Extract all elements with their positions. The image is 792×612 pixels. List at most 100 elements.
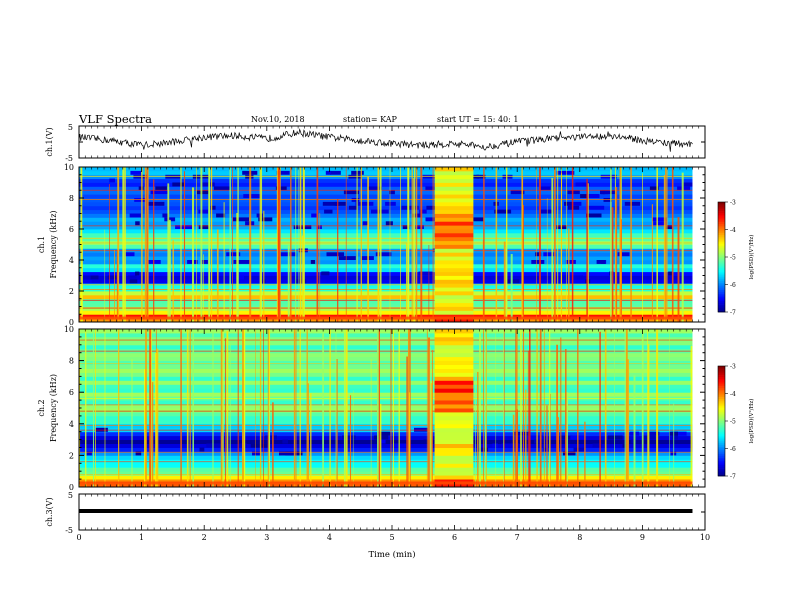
spectrogram-noise [602,190,616,195]
spectrogram-band [79,400,693,405]
y-tick-label: -5 [65,526,73,535]
ch2-spectrogram [78,329,705,488]
spectrogram-noise [130,170,141,175]
spectrogram-noise [568,205,580,210]
colorbar-tick-label: -3 [730,364,736,371]
burst-band [434,388,474,393]
colorbar-segment [718,406,725,409]
spectrogram-noise [86,451,92,456]
y-tick-label: 4 [69,420,74,429]
colorbar-segment [718,246,725,249]
spectrogram-band [79,221,693,226]
spectrogram-noise [135,451,142,456]
low-frequency-stripe [79,316,693,320]
spectrogram-noise [293,225,312,229]
colorbar-segment [718,306,725,309]
spectrogram-band [79,178,693,183]
colorbar-segment [718,408,725,411]
spectrogram-band [79,380,693,385]
burst-band [434,356,474,361]
colorbar-tick-label: -5 [730,255,736,262]
y-tick-label: 6 [69,225,74,234]
colorbar-segment [718,293,725,296]
colorbar-segment [718,222,725,225]
spectrogram-noise [252,451,261,456]
spectrogram-noise [426,205,439,210]
ch1-waveform-line [78,128,693,152]
colorbar-segment [718,391,725,394]
colorbar-segment [718,213,725,216]
spectrogram-noise [198,209,208,214]
colorbar-segment [718,384,725,387]
spectrogram-band [79,279,693,284]
colorbar: -3 -4 -5 -6 -7 log(PSD)(V²/Hz) [717,200,755,317]
colorbar-segment [718,244,725,247]
burst-band [434,217,474,222]
ch1-ylabel: ch.1(V) [45,127,54,156]
spectrogram-band [79,352,693,358]
spectrogram-noise [258,217,273,222]
spectrogram-noise [138,186,144,191]
spectrogram-band [79,372,693,377]
spectrogram-band [79,186,693,191]
colorbar-segment [718,465,725,468]
burst-band [434,194,474,199]
spectrogram-noise [592,443,602,448]
spectrogram-noise [385,201,396,206]
colorbar-segment [718,286,725,289]
burst-band [434,170,474,176]
burst-band [434,431,474,437]
spectrogram-noise [415,225,424,229]
burst-band [434,352,474,358]
burst-band [434,221,474,226]
y-tick-label: 2 [69,451,74,460]
spectrogram-noise [172,182,185,187]
colorbar-segment [718,280,725,283]
y-tick-label: 6 [69,388,74,397]
spectrogram-band [79,475,693,480]
spectrogram-band [79,213,693,218]
spectrogram-band [79,368,693,373]
colorbar-segment [718,459,725,462]
spectrogram-band [79,244,693,249]
spectrogram-noise [165,174,182,179]
burst-band [434,443,474,448]
spectrogram-noise [133,174,149,179]
spectrogram-noise [543,252,556,257]
colorbar-segment [718,426,725,429]
spectrogram-noise [343,190,360,195]
burst-band [434,419,474,425]
colorbar-segment [718,288,725,291]
burst-band [434,260,474,265]
spectrogram-band [79,198,693,203]
spectrogram-noise [226,252,241,257]
spectrogram-band [79,256,693,261]
spectrogram-noise [162,213,169,218]
burst-band [434,271,474,276]
burst-band [434,178,474,183]
x-ticks [78,126,706,158]
spectrogram-band [79,451,693,456]
burst-band [434,229,474,234]
spectrogram-noise [653,221,667,226]
colorbar-segment [718,304,725,307]
colorbar-segment [718,209,725,212]
spectrogram-noise [476,174,486,179]
burst-band [434,182,474,187]
spectrogram-noise [90,275,99,280]
colorbar-segment [718,428,725,431]
burst-band [434,404,474,409]
colorbar-segment [718,275,725,278]
spectrogram-band [79,423,693,429]
spectrogram-noise [250,443,268,448]
burst-band [434,451,474,456]
spectrogram-band [79,236,693,242]
colorbar-segment [718,388,725,391]
y-tick-label: 0 [69,318,74,327]
spectrogram-noise [531,260,545,264]
colorbar-segment [718,297,725,300]
colorbar-segment [718,400,725,403]
spectrogram-noise [418,271,433,276]
burst-band [434,329,474,334]
burst-band [434,392,474,397]
